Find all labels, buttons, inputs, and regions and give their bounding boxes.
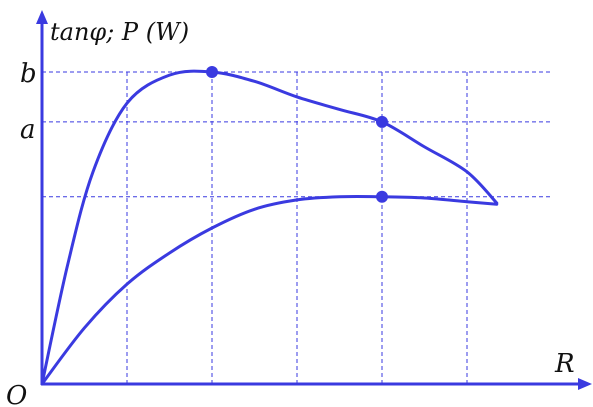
x-axis-label: R — [554, 349, 575, 379]
y-axis-arrow-icon — [36, 10, 48, 24]
series-line-1 — [40, 69, 499, 386]
x-axis-arrow-icon — [578, 378, 592, 390]
label-layer: tanφ; P (W) R O b a — [6, 18, 575, 407]
y-tick-label-a: a — [20, 115, 36, 145]
y-axis-label: tanφ; P (W) — [50, 18, 189, 46]
grid-layer — [42, 71, 552, 384]
axes-layer — [36, 10, 592, 390]
series-1-point-2 — [376, 115, 388, 128]
series-layer — [40, 66, 499, 386]
origin-label: O — [6, 381, 27, 407]
series-2-point-1 — [376, 190, 388, 203]
series-1-point-1 — [206, 66, 218, 78]
y-tick-label-b: b — [20, 59, 37, 89]
series-line-2 — [40, 195, 499, 386]
